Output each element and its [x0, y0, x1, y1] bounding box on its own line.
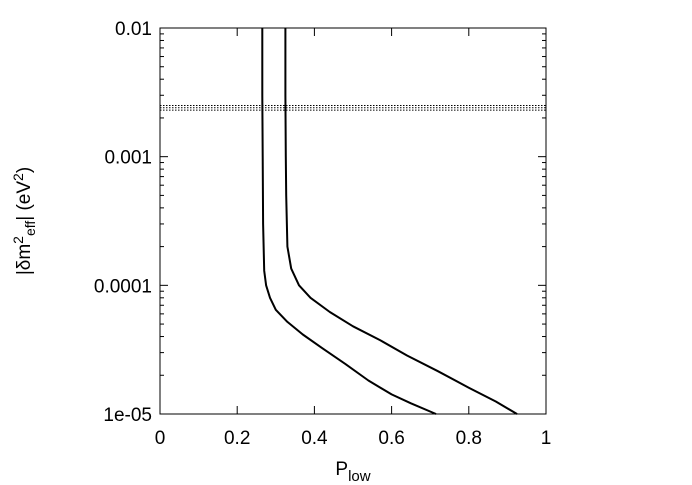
plot-frame: [159, 27, 547, 415]
series-line-1: [284, 28, 518, 415]
series-line-0: [261, 28, 437, 415]
y-axis-label-post: ): [14, 167, 35, 173]
y-tick-label-3: 0.01: [115, 19, 152, 40]
y-axis-label-mid: | (eV: [14, 181, 35, 221]
x-tick-label-2: 0.4: [301, 428, 328, 449]
y-axis-label-sup2: 2: [10, 173, 26, 181]
x-axis-label-sub: low: [348, 468, 371, 485]
x-tick-label-1: 0.2: [224, 428, 250, 449]
y-tick-label-0: 1e-05: [103, 405, 152, 426]
ticks-layer: [159, 27, 547, 415]
x-tick-label-4: 0.8: [456, 428, 482, 449]
y-axis-label-sup1: 2: [10, 236, 26, 244]
lines-layer: [160, 28, 546, 415]
x-tick-label-0: 0: [155, 428, 166, 449]
y-axis-label: |δm2eff| (eV2): [10, 167, 38, 275]
x-axis-label-main: P: [335, 459, 348, 480]
y-tick-label-1: 0.0001: [94, 276, 152, 297]
y-tick-label-2: 0.001: [104, 148, 152, 169]
x-tick-label-5: 1: [541, 428, 552, 449]
x-tick-label-3: 0.6: [378, 428, 404, 449]
labels-layer: 0 0.2 0.4 0.6 0.8 1 1e-05 0.0001 0.001 0.01: [94, 19, 551, 449]
y-axis-label-sub1: eff: [22, 221, 38, 236]
y-axis-label-pre: |δm: [14, 244, 35, 275]
x-axis-label: Plow: [335, 459, 370, 485]
